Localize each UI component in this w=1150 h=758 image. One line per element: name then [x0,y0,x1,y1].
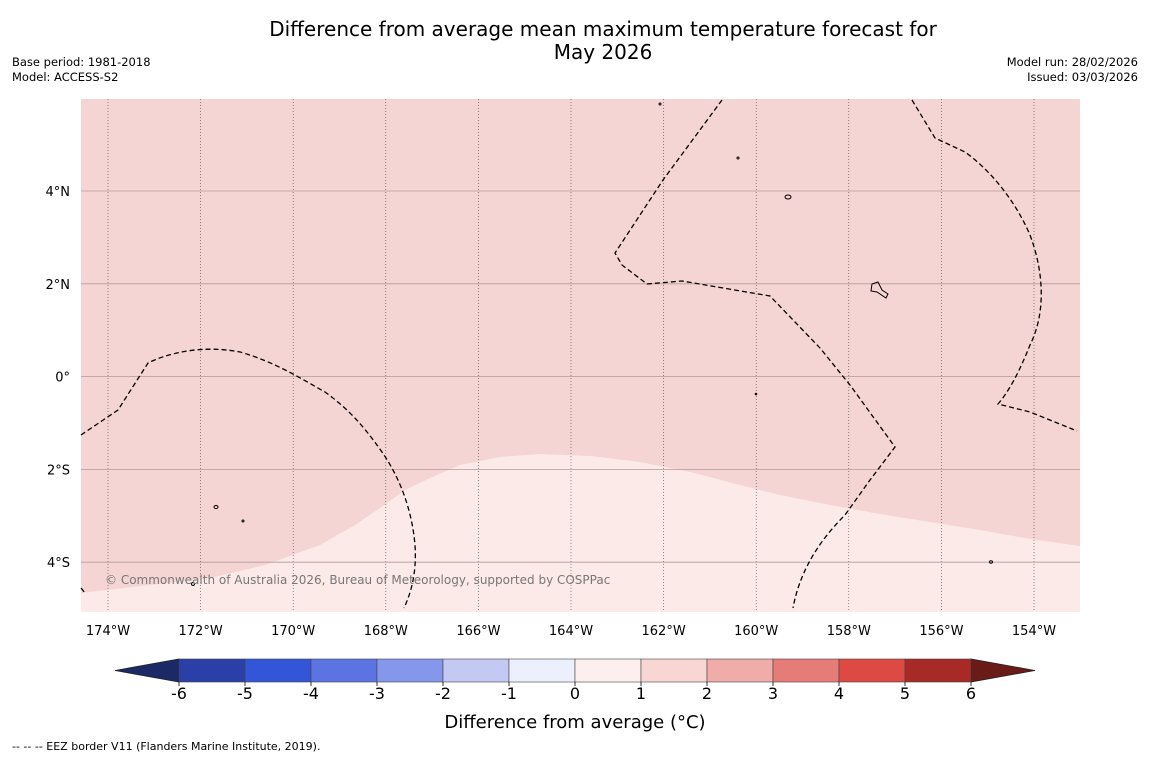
colorbar-bin [442,658,510,683]
colorbar-bin [178,658,246,683]
island [870,281,889,299]
latitude-label: 2°N [46,278,71,293]
longitude-label: 158°W [827,624,871,639]
colorbar-tick-label: 3 [768,684,778,703]
model-name: Model: ACCESS-S2 [12,70,119,84]
colorbar-tick-label: 1 [636,684,646,703]
longitude-label: 162°W [642,624,686,639]
longitude-label: 160°W [734,624,778,639]
island [191,582,195,586]
island [989,560,993,564]
latitude-label: 4°S [47,556,70,571]
island [241,519,245,523]
eez-legend-note: -- -- -- EEZ border V11 (Flanders Marine… [12,740,321,753]
eez-border-central [614,99,896,609]
colorbar-tick-label: -5 [237,684,253,703]
base-period: Base period: 1981-2018 [12,55,151,69]
colorbar-tick-label: 5 [900,684,910,703]
longitude-label: 156°W [919,624,963,639]
anomaly-region-0-to-1 [81,454,1080,612]
island [658,102,662,106]
colorbar-tick-label: -1 [501,684,517,703]
latitude-label: 2°S [47,463,70,478]
colorbar-tick-label: 0 [570,684,580,703]
copyright-notice: © Commonwealth of Australia 2026, Bureau… [105,573,610,587]
island [213,505,219,509]
eez-border-southwest [80,587,86,594]
colorbar-tick-label: -3 [369,684,385,703]
latitude-label: 0° [55,371,70,386]
title-line-2: May 2026 [553,40,653,64]
longitude-label: 168°W [364,624,408,639]
colorbar-tick-label: 2 [702,684,712,703]
longitude-labels: 174°W 172°W 170°W 168°W 166°W 164°W 162°W 160°W… [86,624,1056,639]
colorbar-tick-label: -2 [435,684,451,703]
longitude-label: 166°W [456,624,500,639]
longitude-label: 164°W [549,624,593,639]
colorbar-bin [838,658,906,683]
colorbar-bin [772,658,840,683]
longitude-label: 172°W [179,624,223,639]
colorbar-tick-label: -4 [303,684,319,703]
island [736,156,740,160]
colorbar-below-min-arrow [114,658,180,683]
colorbar-above-max-arrow [970,658,1036,683]
colorbar-tick-label: 4 [834,684,844,703]
chart-title: Difference from average mean maximum tem… [200,18,1006,64]
eez-border-west [80,348,416,609]
colorbar-tick-label: -6 [171,684,187,703]
title-line-1: Difference from average mean maximum tem… [269,17,937,41]
map-panel: © Commonwealth of Australia 2026, Bureau… [80,99,1080,612]
island [784,194,792,200]
longitude-label: 174°W [86,624,130,639]
latitude-label: 4°N [46,185,71,200]
colorbar-bin [376,658,444,683]
metadata-left: Base period: 1981-2018 Model: ACCESS-S2 [12,55,151,85]
colorbar-bin [640,658,708,683]
colorbar: -6 -5 -4 -3 -2 -1 0 1 2 3 4 5 6 Difference from aver… [114,658,1036,733]
metadata-right: Model run: 28/02/2026 Issued: 03/03/2026 [1007,55,1138,85]
eez-border-east [911,99,1078,432]
colorbar-tick-label: 6 [966,684,976,703]
latitude-labels: 4°N 2°N 0° 2°S 4°S [46,185,71,571]
colorbar-label: Difference from average (°C) [444,712,705,733]
latitude-gridlines [81,190,1080,563]
issued-date: Issued: 03/03/2026 [1027,70,1138,84]
colorbar-bin [706,658,774,683]
colorbar-bin [574,658,642,683]
longitude-label: 154°W [1012,624,1056,639]
colorbar-bin [244,658,312,683]
model-run: Model run: 28/02/2026 [1006,55,1138,69]
colorbar-bin [904,658,972,683]
islands [191,102,993,586]
colorbar-bin [508,658,576,683]
colorbar-bin [310,658,378,683]
eez-borders [80,99,1078,609]
island [754,392,758,396]
longitude-label: 170°W [271,624,315,639]
